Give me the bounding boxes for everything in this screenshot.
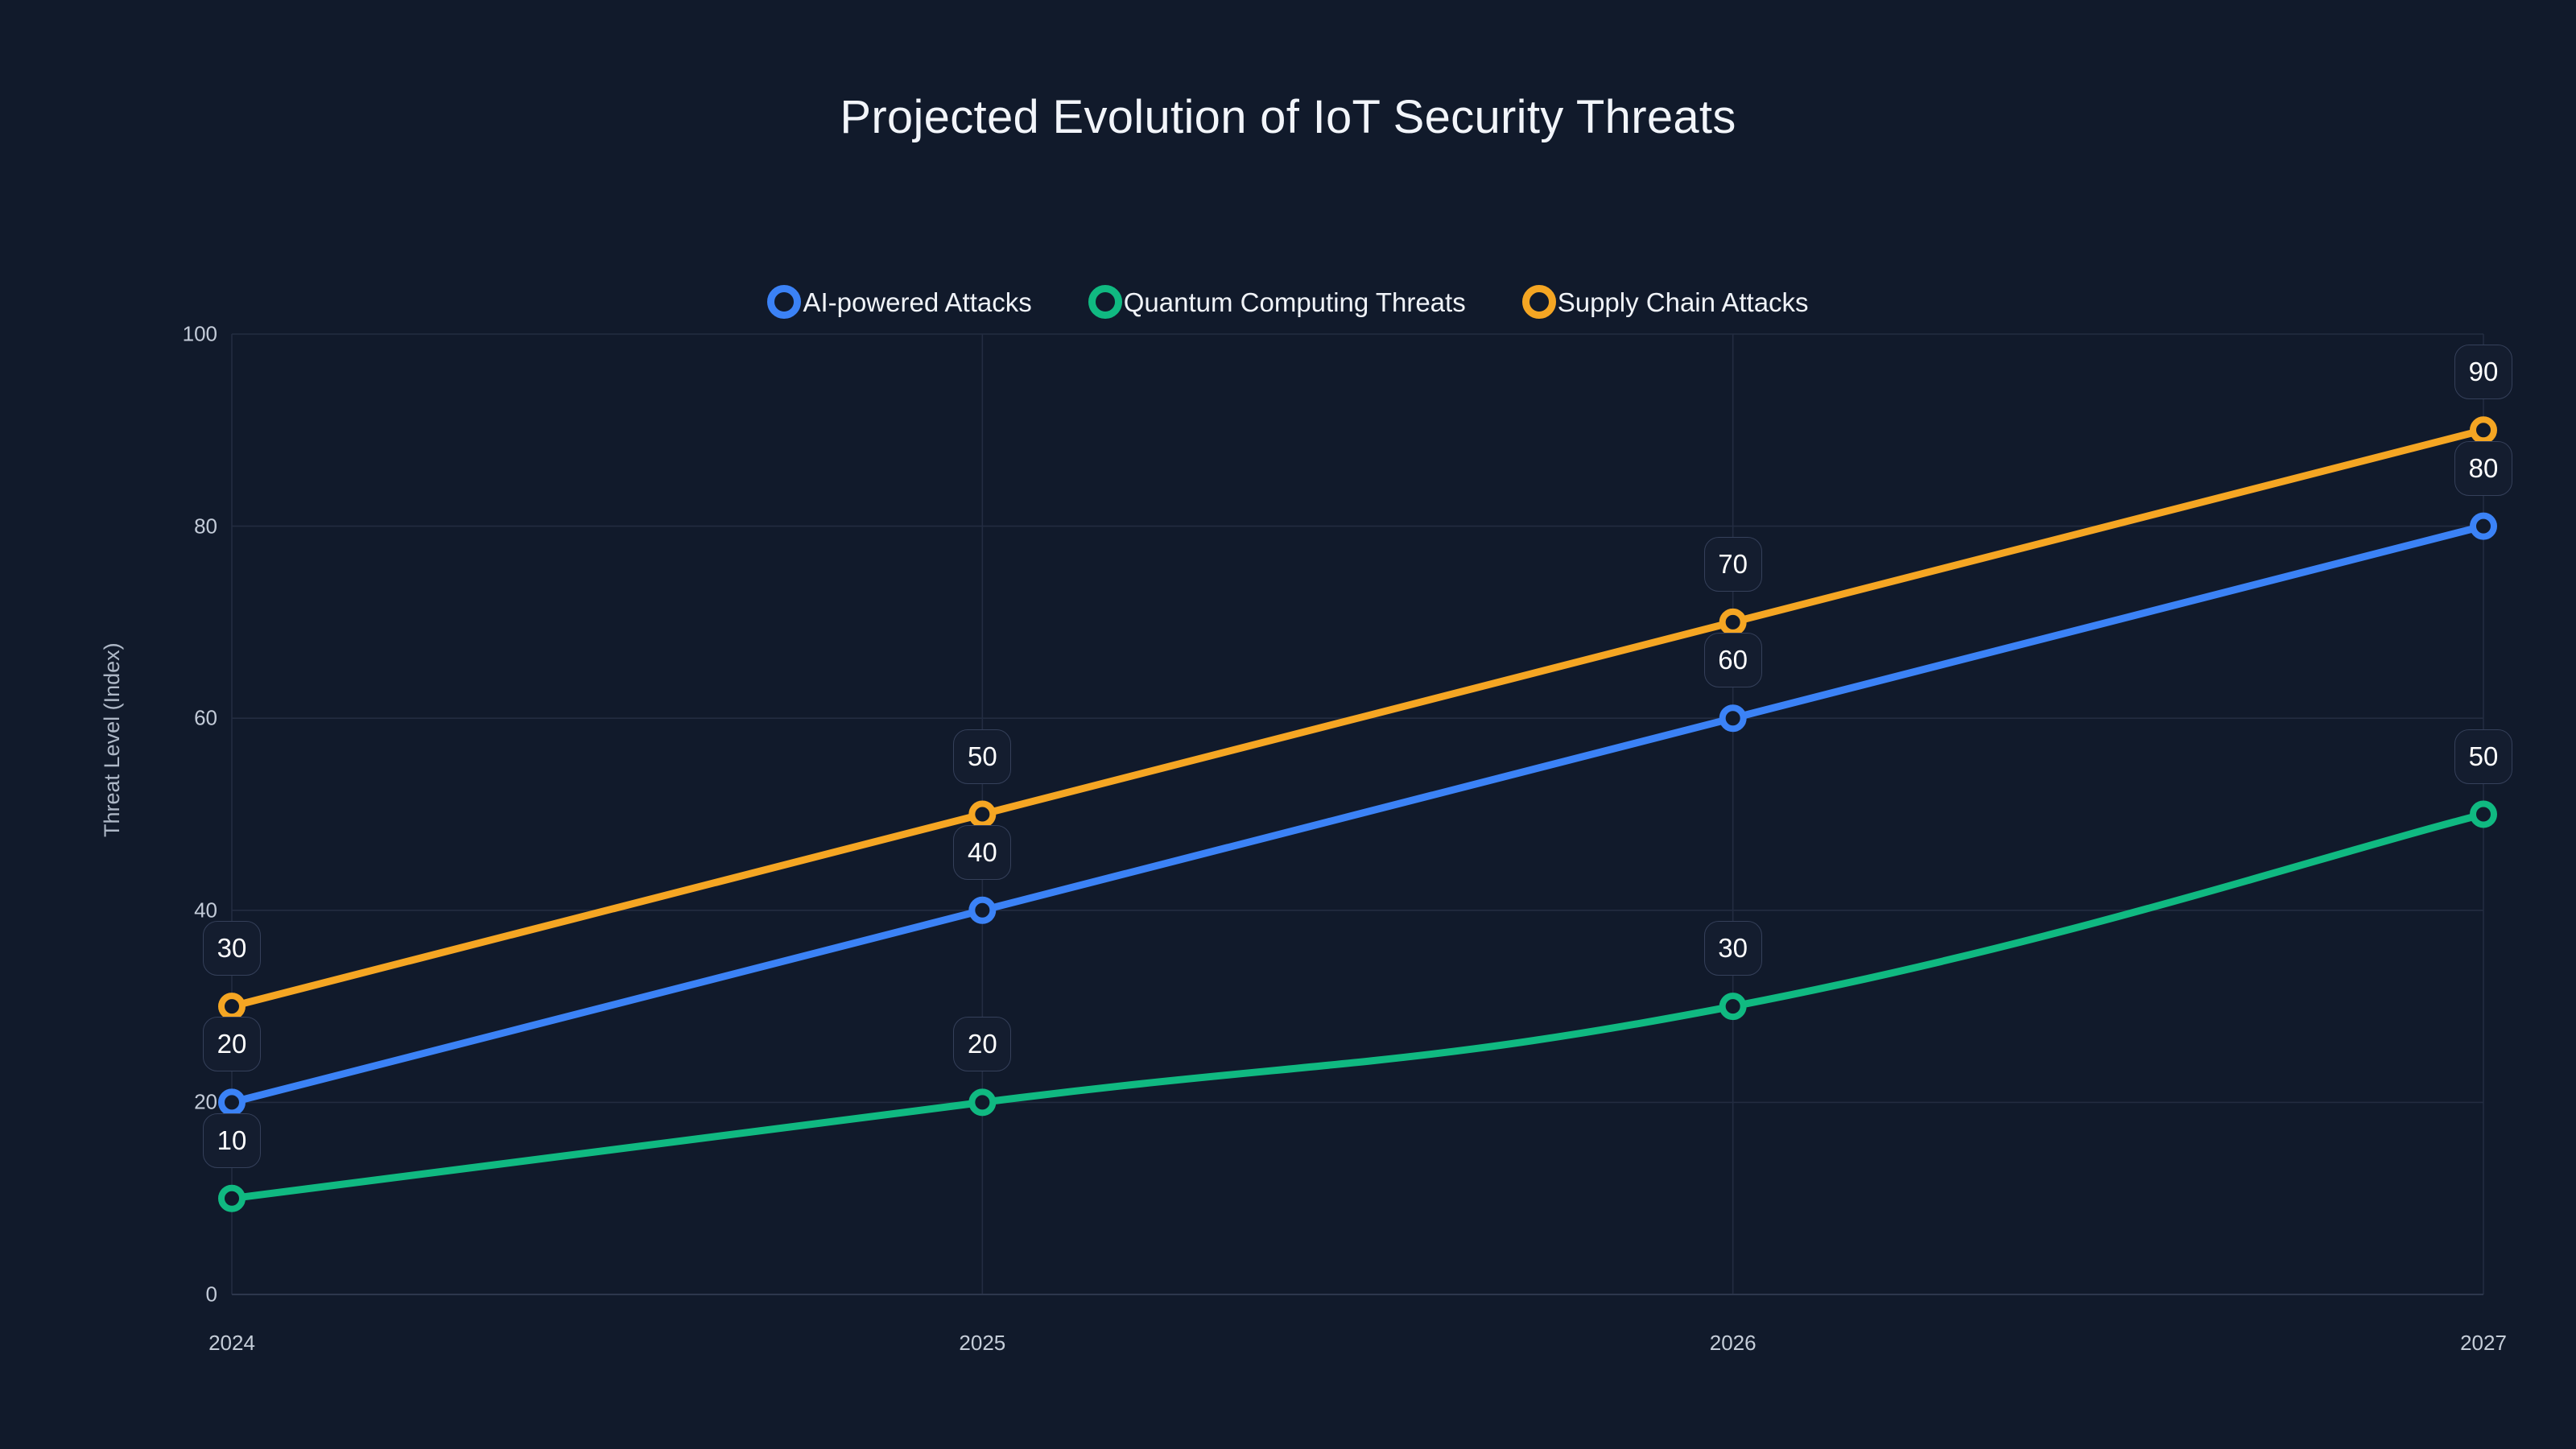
y-axis-tick-label: 20 bbox=[194, 1089, 217, 1114]
data-point-marker[interactable] bbox=[1719, 993, 1747, 1021]
x-axis-tick-label: 2027 bbox=[2460, 1331, 2507, 1355]
data-point-label: 80 bbox=[2454, 440, 2512, 496]
data-point-marker[interactable] bbox=[968, 896, 997, 924]
page-title: Projected Evolution of IoT Security Thre… bbox=[840, 91, 1736, 143]
circle-outline-icon bbox=[1521, 285, 1556, 319]
y-axis-tick-label: 80 bbox=[194, 514, 217, 539]
legend-item[interactable]: AI-powered Attacks bbox=[767, 285, 1032, 319]
data-point-label: 90 bbox=[2454, 345, 2512, 400]
data-point-label: 60 bbox=[1703, 633, 1762, 688]
data-point-marker[interactable] bbox=[218, 993, 246, 1021]
data-point-marker[interactable] bbox=[2470, 800, 2497, 828]
data-point-label: 10 bbox=[203, 1113, 261, 1168]
legend-item[interactable]: Supply Chain Attacks bbox=[1521, 285, 1809, 319]
data-point-label: 20 bbox=[953, 1017, 1012, 1072]
data-point-marker[interactable] bbox=[218, 1184, 246, 1212]
series-line bbox=[228, 811, 2487, 1203]
circle-outline-icon bbox=[1088, 285, 1122, 319]
y-axis-tick-label: 40 bbox=[194, 898, 217, 923]
data-point-label: 50 bbox=[2454, 729, 2512, 784]
data-point-label: 50 bbox=[953, 729, 1012, 784]
y-axis-tick-labels: 0 20 40 60 80 100 bbox=[145, 0, 217, 1449]
y-axis-tick-label: 60 bbox=[194, 705, 217, 730]
data-point-label: 30 bbox=[1703, 921, 1762, 976]
data-point-marker[interactable] bbox=[2470, 416, 2497, 444]
data-point-marker[interactable] bbox=[2470, 512, 2497, 540]
data-point-marker[interactable] bbox=[218, 1088, 246, 1117]
data-point-label: 70 bbox=[1703, 536, 1762, 592]
data-point-marker[interactable] bbox=[968, 1088, 997, 1117]
series-line bbox=[228, 522, 2487, 1106]
legend-item[interactable]: Quantum Computing Threats bbox=[1088, 285, 1466, 319]
legend-item-label: AI-powered Attacks bbox=[803, 287, 1032, 317]
data-point-marker[interactable] bbox=[968, 800, 997, 828]
series-line bbox=[228, 426, 2487, 1010]
data-point-marker[interactable] bbox=[1719, 608, 1747, 636]
y-axis-tick-label: 0 bbox=[205, 1282, 217, 1307]
x-axis-tick-label: 2026 bbox=[1709, 1331, 1757, 1355]
y-axis-tick-label: 100 bbox=[182, 321, 217, 346]
x-axis-tick-label: 2024 bbox=[208, 1331, 255, 1355]
data-point-marker[interactable] bbox=[1719, 704, 1747, 733]
chart-legend: AI-powered Attacks Quantum Computing Thre… bbox=[0, 285, 2576, 319]
data-point-label: 40 bbox=[953, 824, 1012, 880]
data-point-label: 30 bbox=[203, 921, 261, 976]
legend-item-label: Supply Chain Attacks bbox=[1557, 287, 1809, 317]
data-point-label: 20 bbox=[203, 1017, 261, 1072]
x-axis-tick-label: 2025 bbox=[959, 1331, 1006, 1355]
circle-outline-icon bbox=[767, 285, 802, 319]
legend-item-label: Quantum Computing Threats bbox=[1123, 287, 1466, 317]
